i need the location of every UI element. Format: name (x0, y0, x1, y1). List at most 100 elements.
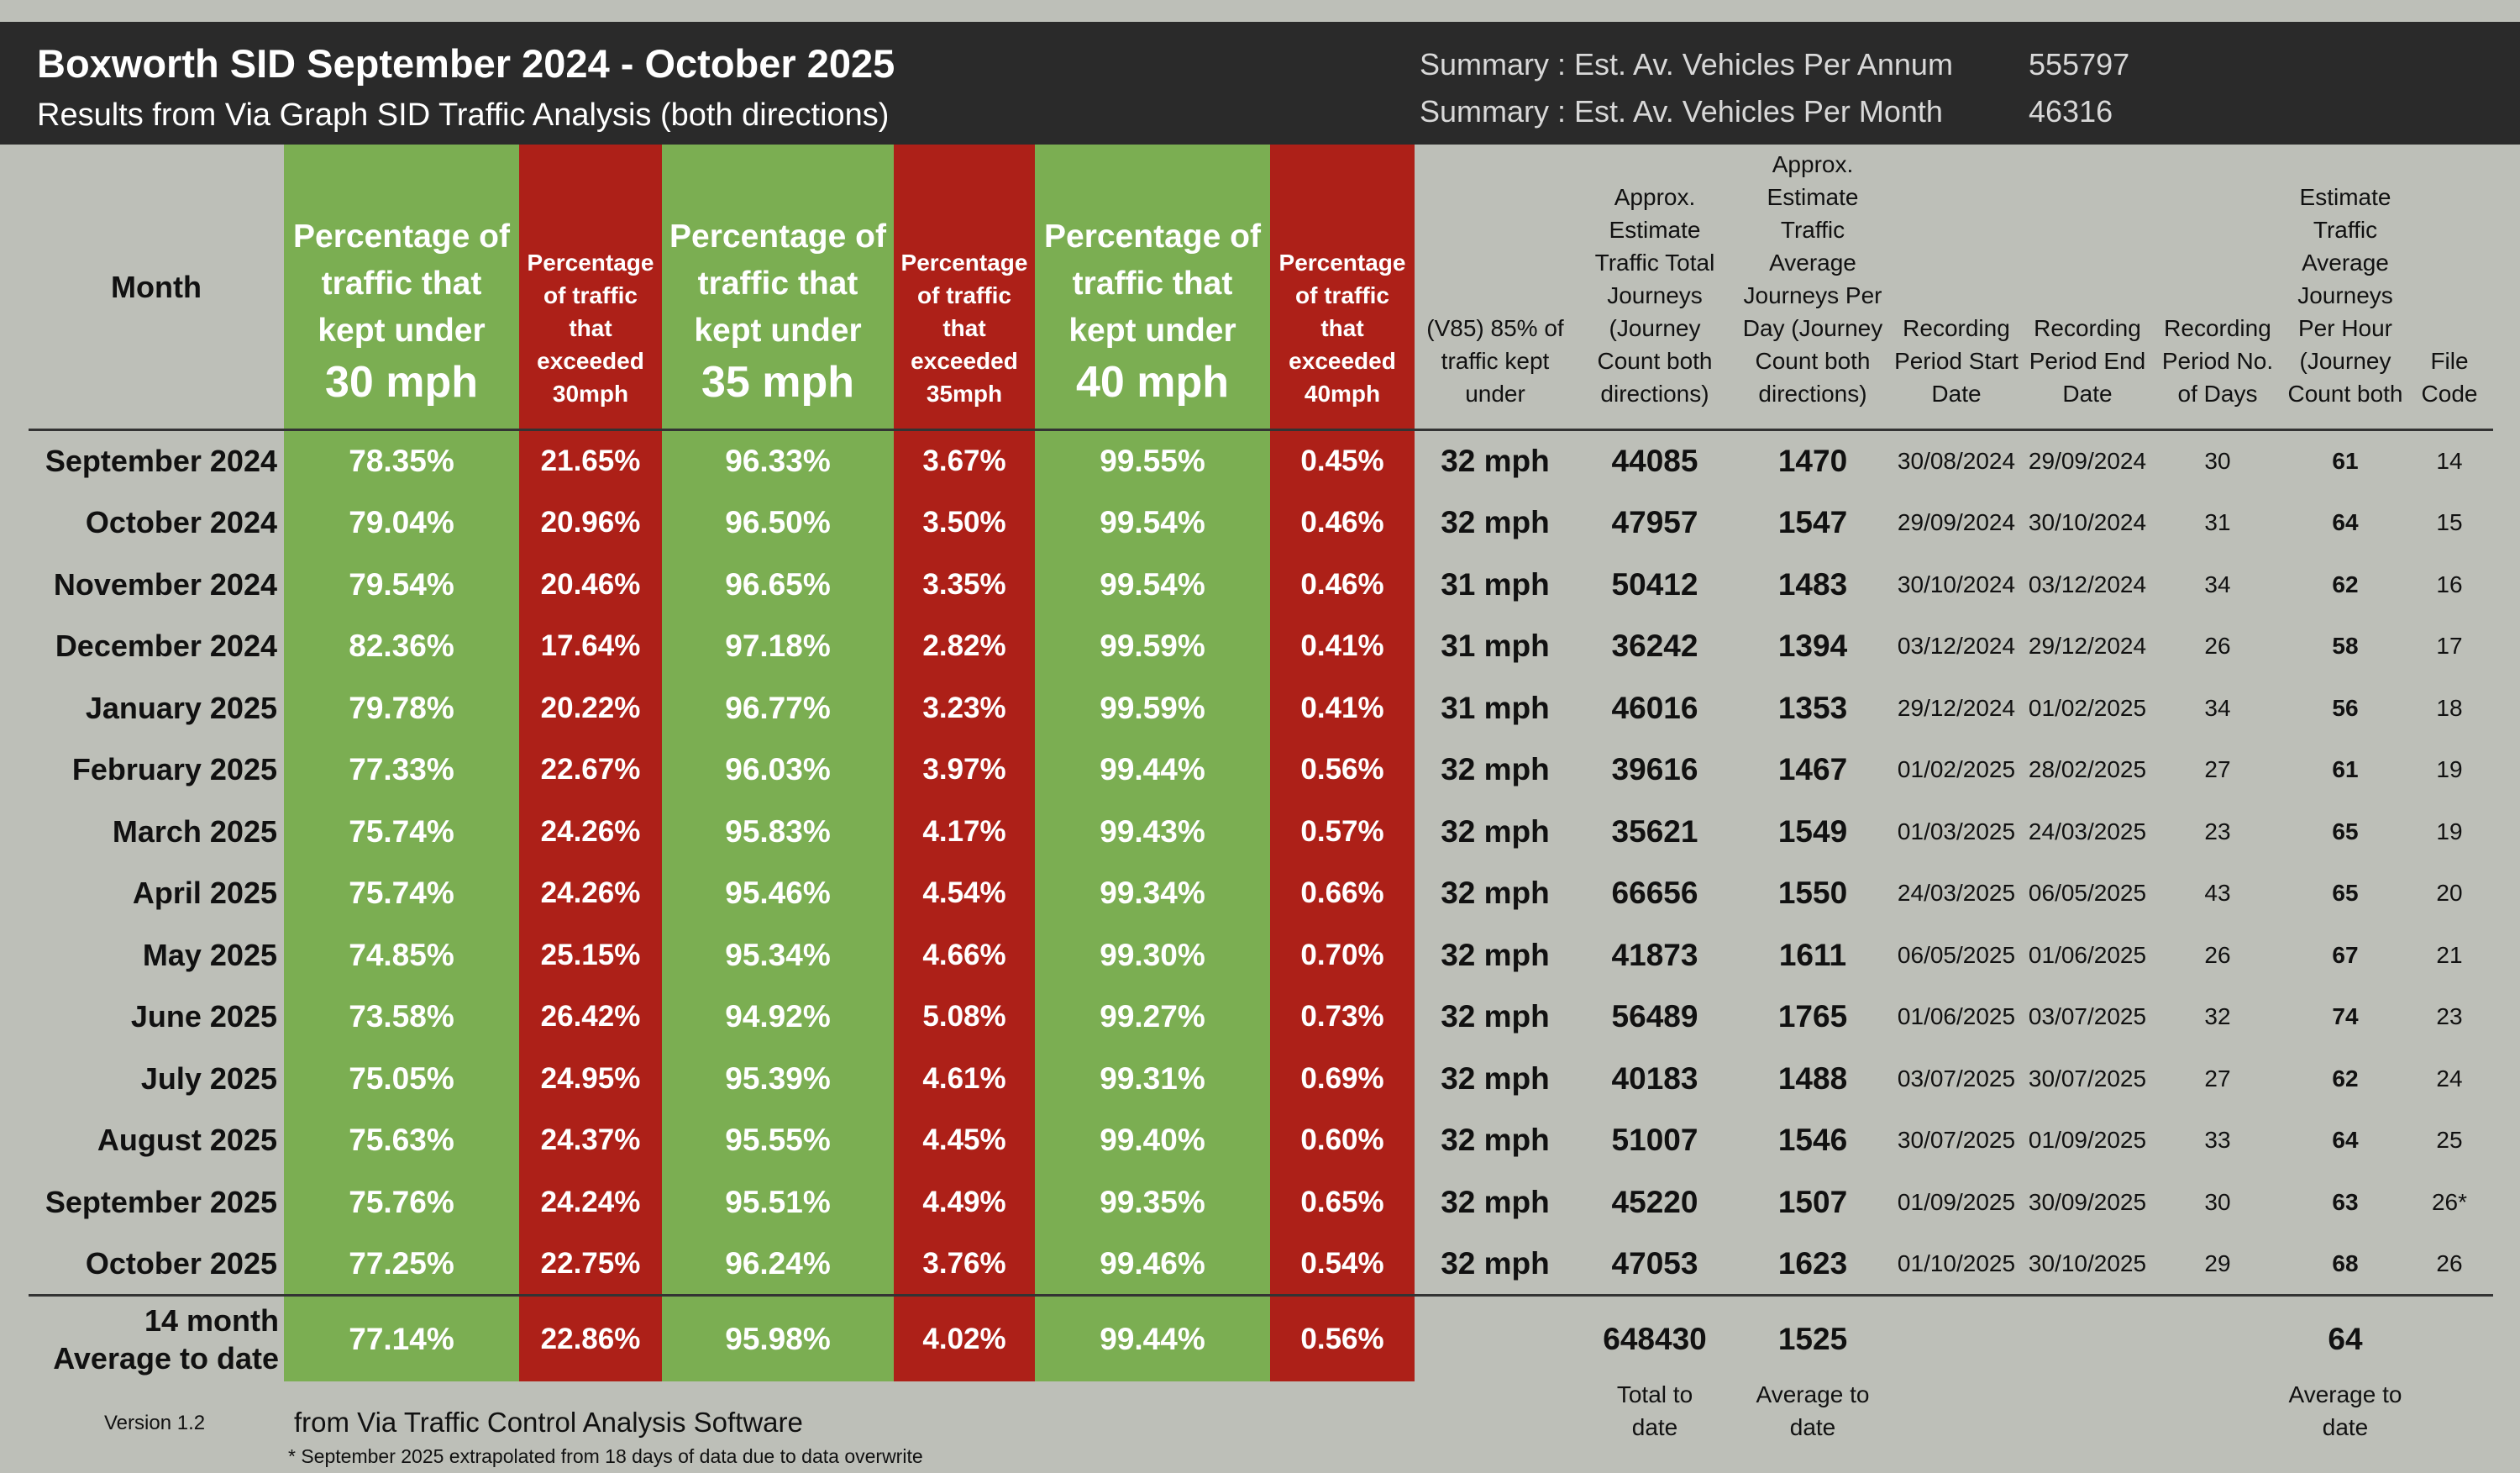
cell-k35: 95.39% (725, 1060, 831, 1096)
header-perhour-text: Estimate Traffic Average Journeys Per Ho… (2287, 184, 2403, 407)
cell-month: January 2025 (85, 690, 277, 725)
cell-month: October 2024 (85, 505, 277, 539)
cell-start: 06/05/2025 (1897, 941, 2016, 968)
cell-perday: 1623 (1777, 1246, 1848, 1281)
perhour-average-note: Average to date (2288, 1381, 2402, 1440)
cell-perhour: 56 (2332, 694, 2359, 721)
cell-e40: 0.41% (1300, 691, 1384, 724)
cell-month: November 2024 (53, 566, 277, 602)
header-code-text: File Code (2421, 348, 2478, 407)
cell-k40: 99.46% (1100, 1246, 1205, 1281)
cell-start: 01/09/2025 (1897, 1188, 2016, 1215)
cell-month: April 2025 (132, 876, 277, 910)
cell-k35: 96.50% (725, 505, 831, 539)
summary-annum-label: Summary : Est. Av. Vehicles Per Annum (1420, 47, 1953, 82)
header-exceeded40-text: Percentage of traffic that exceeded 40mp… (1278, 250, 1406, 407)
cell-end: 29/12/2024 (2028, 633, 2147, 659)
cell-k35: 96.33% (725, 443, 831, 478)
cell-e35: 5.08% (922, 1000, 1006, 1033)
cell-end: 03/07/2025 (2028, 1003, 2147, 1029)
cell-perhour: 74 (2332, 1003, 2359, 1029)
cell-end: 28/02/2025 (2028, 756, 2147, 782)
cell-k30: 78.35% (349, 443, 454, 478)
header-kept35-text: Percentage of traffic that kept under (669, 218, 886, 349)
cell-e30: 24.24% (540, 1185, 641, 1218)
cell-end: 01/09/2025 (2028, 1127, 2147, 1153)
cell-e40: 0.54% (1300, 1247, 1384, 1280)
cell-total: 35621 (1611, 813, 1698, 849)
cell-v85: 32 mph (1441, 752, 1550, 786)
cell-end: 30/10/2025 (2028, 1250, 2147, 1276)
header-total: Approx. Estimate Traffic Total Journeys … (1579, 145, 1730, 430)
table-row: September 2024 78.35% 21.65% 96.33% 3.67% 99.… (0, 430, 2520, 492)
cell-month: December 2024 (55, 629, 277, 663)
report-title: Boxworth SID September 2024 - October 20… (37, 41, 895, 86)
cell-e30: 25.15% (540, 938, 641, 971)
cell-k30: 75.05% (349, 1060, 454, 1096)
cell-perday: 1547 (1777, 505, 1848, 539)
top-band (0, 0, 2520, 22)
report-header: Boxworth SID September 2024 - October 20… (0, 22, 2520, 145)
header-kept40-text: Percentage of traffic that kept under (1044, 218, 1261, 349)
cell-k35: 97.18% (725, 629, 831, 663)
cell-e35: 3.67% (922, 444, 1006, 477)
cell-k35: 96.65% (725, 566, 831, 602)
cell-k35: 95.46% (725, 876, 831, 910)
header-month: Month (111, 270, 202, 304)
average-e30: 22.86% (540, 1323, 641, 1355)
cell-perday: 1550 (1777, 876, 1848, 910)
cell-e30: 24.95% (540, 1061, 641, 1095)
cell-e40: 0.66% (1300, 876, 1384, 909)
table-row: August 2025 75.63% 24.37% 95.55% 4.45% 99.40%… (0, 1110, 2520, 1171)
cell-e35: 4.45% (922, 1123, 1006, 1156)
header-kept35-speed: 35 mph (701, 358, 855, 407)
average-k35: 95.98% (725, 1322, 831, 1356)
cell-v85: 32 mph (1441, 443, 1550, 478)
cell-total: 47053 (1611, 1246, 1698, 1281)
cell-month: September 2024 (45, 443, 277, 478)
header-perday-text: Approx. Estimate Traffic Average Journey… (1742, 151, 1883, 407)
report-subtitle: Results from Via Graph SID Traffic Analy… (37, 97, 890, 133)
cell-month: July 2025 (140, 1060, 277, 1096)
cell-e40: 0.69% (1300, 1061, 1384, 1095)
cell-code: 23 (2436, 1003, 2463, 1029)
cell-e35: 4.61% (922, 1061, 1006, 1095)
cell-month: October 2025 (85, 1246, 277, 1281)
cell-k30: 79.04% (349, 505, 454, 539)
cell-days: 32 (2204, 1003, 2231, 1029)
summary-month-value: 46316 (2029, 94, 2113, 129)
cell-e40: 0.70% (1300, 938, 1384, 971)
cell-days: 43 (2204, 880, 2231, 906)
table-row: June 2025 73.58% 26.42% 94.92% 5.08% 99.27% 0.… (0, 986, 2520, 1048)
average-k30: 77.14% (349, 1322, 454, 1356)
cell-perhour: 67 (2332, 941, 2359, 968)
cell-start: 30/07/2025 (1897, 1127, 2016, 1153)
header-divider (29, 429, 2493, 431)
cell-e30: 20.96% (540, 506, 641, 539)
cell-e40: 0.65% (1300, 1185, 1384, 1218)
cell-k40: 99.59% (1100, 690, 1205, 725)
cell-perday: 1507 (1777, 1184, 1848, 1219)
cell-k35: 96.03% (725, 752, 831, 786)
summary-annum-value: 555797 (2029, 47, 2130, 82)
average-label-line2: Average to date (53, 1341, 279, 1376)
source-note: from Via Traffic Control Analysis Softwa… (294, 1407, 803, 1438)
cell-k35: 95.51% (725, 1184, 831, 1219)
cell-e30: 24.37% (540, 1123, 641, 1156)
cell-total: 66656 (1611, 876, 1698, 910)
cell-perhour: 64 (2332, 1127, 2359, 1153)
cell-month: September 2025 (45, 1184, 277, 1219)
cell-k40: 99.59% (1100, 629, 1205, 663)
cell-perday: 1353 (1777, 690, 1848, 725)
cell-month: August 2025 (97, 1123, 277, 1157)
cell-days: 33 (2204, 1127, 2231, 1153)
table-row: January 2025 79.78% 20.22% 96.77% 3.23% 99.59… (0, 677, 2520, 739)
header-kept40-speed: 40 mph (1075, 358, 1230, 407)
cell-days: 27 (2204, 756, 2231, 782)
cell-k40: 99.31% (1100, 1060, 1205, 1096)
cell-days: 30 (2204, 447, 2231, 474)
header-exceeded40: Percentage of traffic that exceeded 40mp… (1270, 145, 1415, 430)
cell-start: 01/06/2025 (1897, 1003, 2016, 1029)
cell-start: 29/09/2024 (1897, 509, 2016, 535)
cell-k30: 82.36% (349, 629, 454, 663)
